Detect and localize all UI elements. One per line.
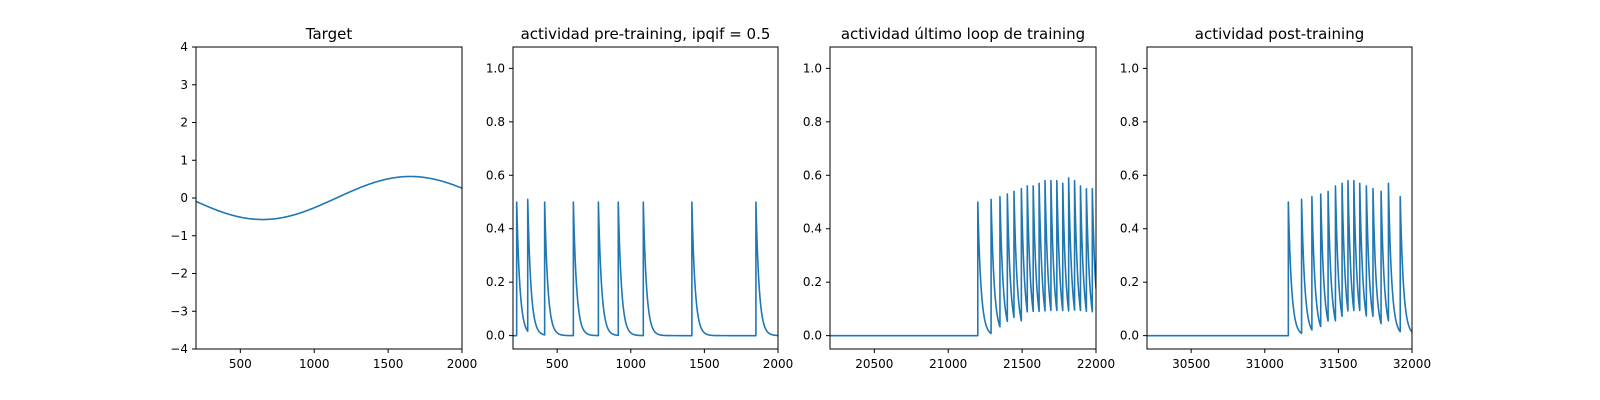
y-tick-label: 0.4 — [486, 222, 505, 236]
x-tick-label: 2000 — [447, 357, 478, 371]
y-tick-label: 3 — [180, 78, 188, 92]
y-tick-label: 1.0 — [486, 61, 505, 75]
series-line-1 — [196, 175, 462, 221]
subplot-1: Target 500 1000 1500 2000 −4 −3 −2 −1 0 1 2 3 4 — [170, 25, 477, 371]
y-tick-label: 4 — [180, 40, 188, 54]
subplot-title: actividad post-training — [1195, 25, 1364, 43]
x-tick-label: 500 — [229, 357, 252, 371]
y-tick-label: 1.0 — [1120, 61, 1139, 75]
y-tick-label: −2 — [170, 267, 188, 281]
x-tick-label: 32000 — [1393, 357, 1431, 371]
x-tick-label: 2000 — [763, 357, 794, 371]
y-tick-label: 0.4 — [1120, 222, 1139, 236]
y-tick-label: 0.0 — [486, 329, 505, 343]
y-tick-label: 0 — [180, 191, 188, 205]
y-tick-label: 0.4 — [803, 222, 822, 236]
x-tick-label: 1000 — [616, 357, 647, 371]
series-line-1 — [1147, 179, 1412, 337]
y-tick-label: 0.8 — [486, 115, 505, 129]
y-tick-label: 0.2 — [1120, 275, 1139, 289]
y-tick-label: 0.0 — [1120, 329, 1139, 343]
subplot-title: actividad último loop de training — [841, 25, 1085, 43]
x-tick-label: 22000 — [1077, 357, 1115, 371]
subplot-4: actividad post-training 30500 31000 31500 32… — [1120, 25, 1431, 371]
x-tick-label: 500 — [546, 357, 569, 371]
y-tick-label: 0.8 — [803, 115, 822, 129]
axes-frame — [195, 46, 463, 350]
y-tick-label: 1 — [180, 153, 188, 167]
x-tick-label: 1000 — [299, 357, 330, 371]
subplot-3: actividad último loop de training 20500 21… — [803, 25, 1115, 371]
y-tick-label: −1 — [170, 229, 188, 243]
x-tick-label: 21500 — [1003, 357, 1041, 371]
y-tick-label: 0.8 — [1120, 115, 1139, 129]
x-tick-label: 1500 — [373, 357, 404, 371]
axes-frame — [512, 46, 779, 350]
x-tick-label: 1500 — [689, 357, 720, 371]
y-tick-label: 0.2 — [803, 275, 822, 289]
series-line-1 — [513, 198, 778, 337]
y-tick-label: 0.2 — [486, 275, 505, 289]
y-tick-label: 0.6 — [486, 168, 505, 182]
series-line-1 — [830, 177, 1096, 337]
subplot-title: Target — [305, 25, 353, 43]
x-tick-label: 31500 — [1319, 357, 1357, 371]
subplot-grid: Target 500 1000 1500 2000 −4 −3 −2 −1 0 1 2 3 4 activi… — [170, 25, 1431, 371]
y-tick-label: 0.6 — [1120, 168, 1139, 182]
x-tick-label: 30500 — [1172, 357, 1210, 371]
y-tick-label: 0.6 — [803, 168, 822, 182]
y-tick-label: −4 — [170, 342, 188, 356]
x-tick-label: 21000 — [929, 357, 967, 371]
y-tick-label: −3 — [170, 304, 188, 318]
x-tick-label: 31000 — [1246, 357, 1284, 371]
x-tick-label: 20500 — [855, 357, 893, 371]
subplot-title: actividad pre-training, ipqif = 0.5 — [521, 25, 771, 43]
y-tick-label: 0.0 — [803, 329, 822, 343]
subplot-2: actividad pre-training, ipqif = 0.5 500 10… — [486, 25, 793, 371]
axes-frame — [1146, 46, 1413, 350]
axes-frame — [829, 46, 1097, 350]
y-tick-label: 2 — [180, 116, 188, 130]
y-tick-label: 1.0 — [803, 61, 822, 75]
